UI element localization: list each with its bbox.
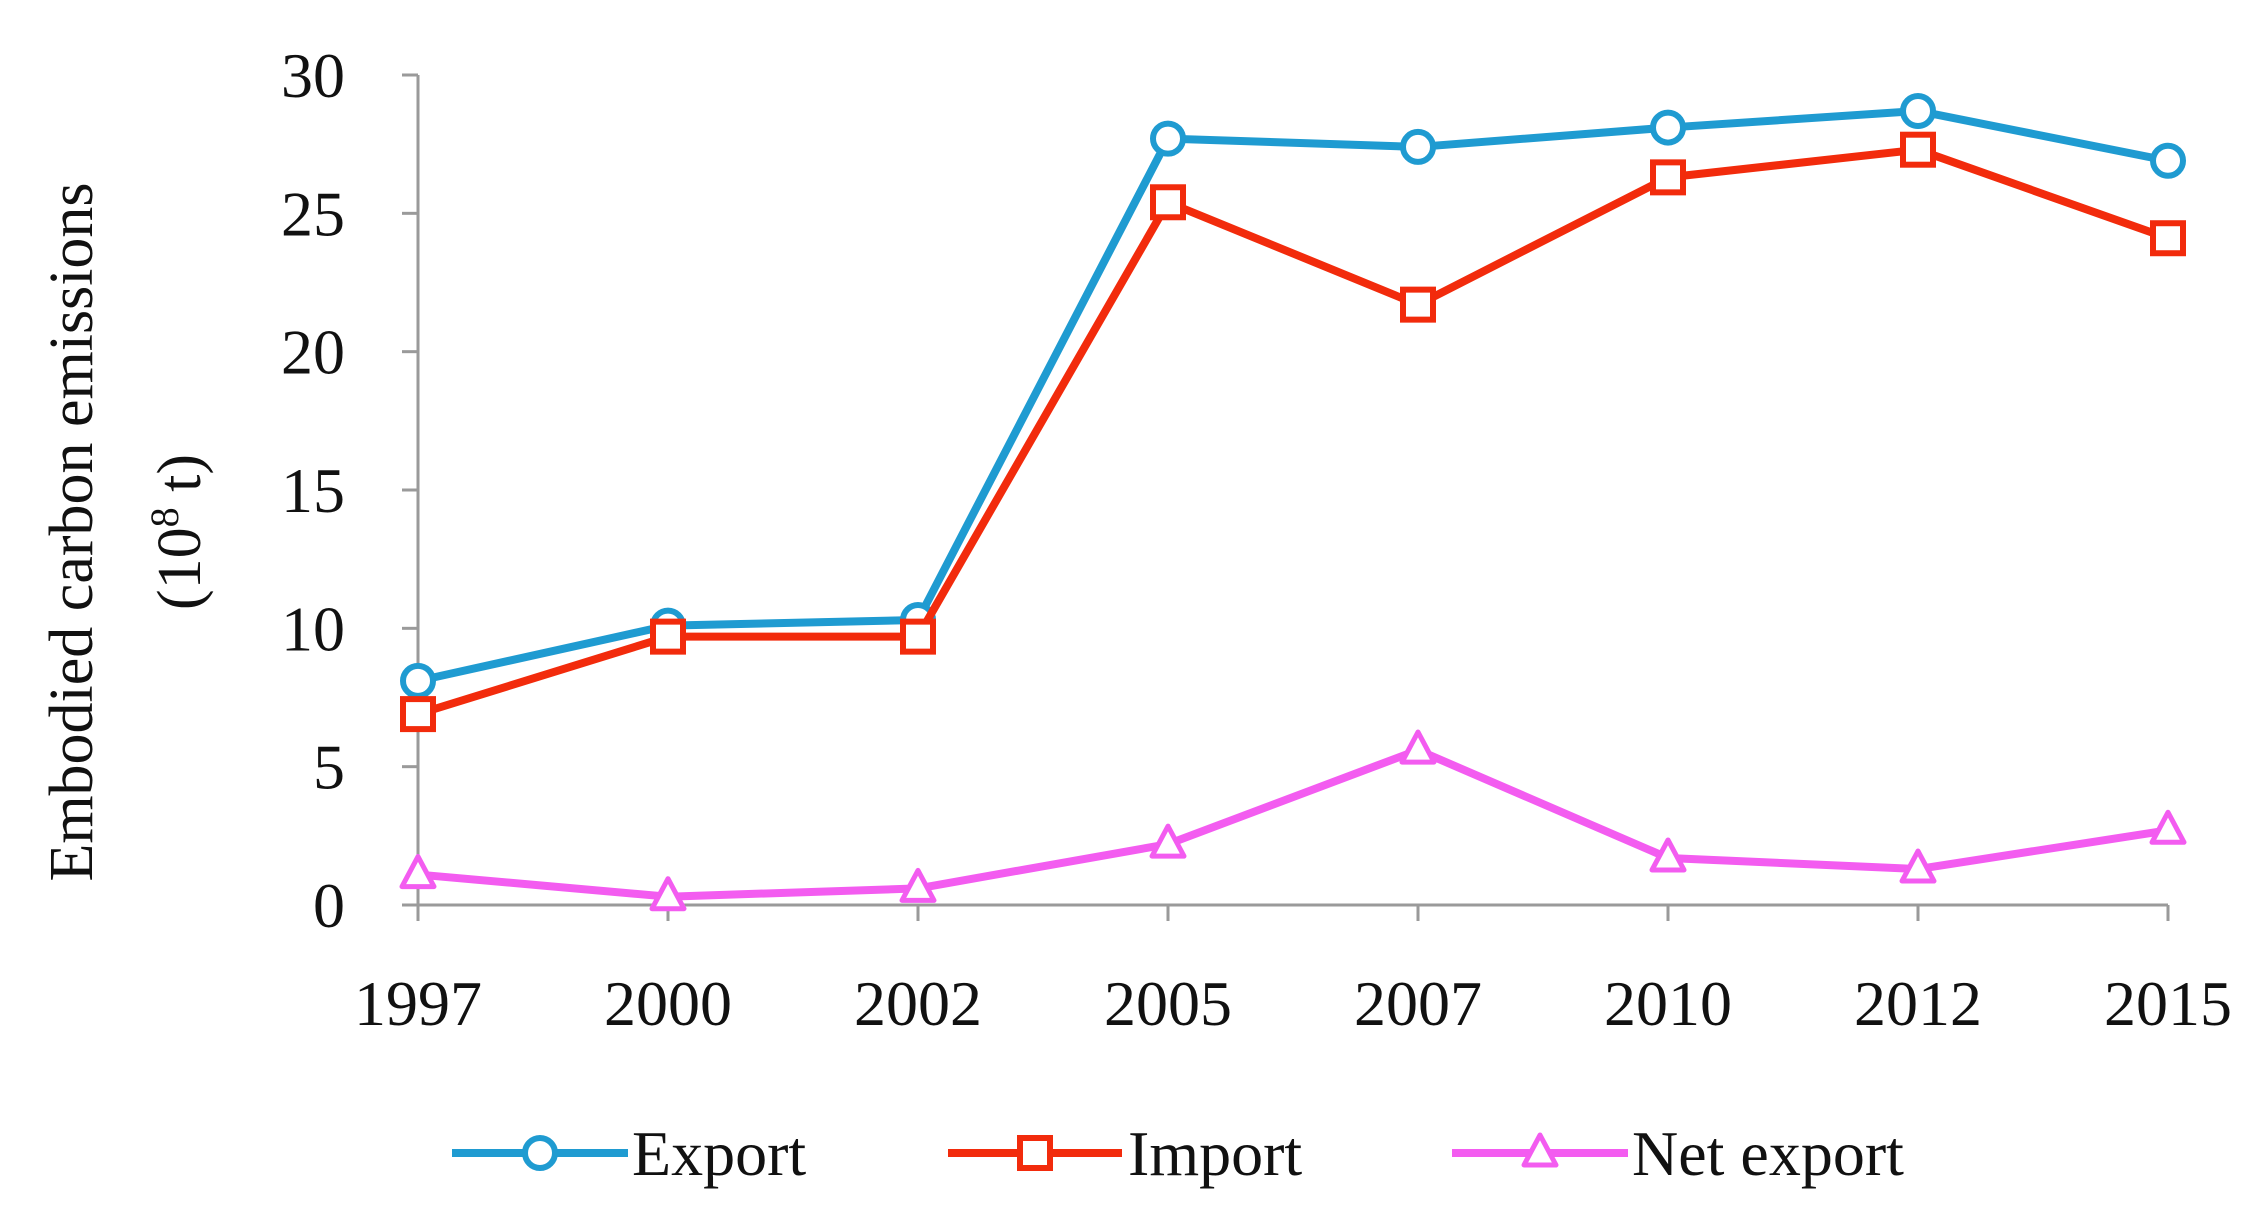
y-axis-unit-exponent: 8 (142, 507, 187, 527)
y-tick-label: 20 (281, 317, 345, 388)
data-point-export (1900, 92, 1936, 129)
legend-item-import: Import (948, 1118, 1302, 1189)
data-point-net-export (649, 876, 687, 912)
y-axis-title: Embodied carbon emissions (108 t) (38, 182, 214, 881)
legend-item-export: Export (452, 1118, 806, 1189)
y-axis-unit-suffix: t) (146, 454, 214, 507)
legend-label: Import (1128, 1118, 1302, 1189)
x-tick-label: 2010 (1604, 968, 1732, 1039)
data-point-net-export (399, 854, 437, 890)
x-tick-label: 2007 (1354, 968, 1482, 1039)
y-axis-title-line1: Embodied carbon emissions (38, 182, 106, 881)
series-import (400, 131, 2186, 733)
data-point-import (1150, 184, 1186, 221)
data-point-export (1400, 128, 1436, 165)
y-tick-label: 10 (281, 593, 345, 664)
y-tick-label: 25 (281, 178, 345, 249)
x-tick-label: 2000 (604, 968, 732, 1039)
data-point-net-export (1899, 848, 1937, 884)
data-point-export (1650, 109, 1686, 146)
y-tick-label: 15 (281, 455, 345, 526)
data-point-import (1400, 286, 1436, 323)
data-point-import (1650, 159, 1686, 196)
legend: Export Import Net export (452, 1118, 1904, 1189)
legend-swatch-marker (1017, 1135, 1053, 1171)
series-export (400, 92, 2186, 699)
data-point-import (650, 618, 686, 655)
legend-swatch-marker (522, 1135, 558, 1171)
series-line-export (414, 106, 2172, 685)
y-ticks: 0 5 10 15 20 25 30 (281, 40, 418, 941)
y-tick-label: 0 (313, 870, 345, 941)
data-point-export (2150, 142, 2186, 179)
legend-swatch-marker (1521, 1132, 1559, 1168)
legend-label: Export (632, 1118, 806, 1189)
x-tick-label: 2005 (1104, 968, 1232, 1039)
data-point-net-export (899, 867, 937, 903)
y-axis-unit-prefix: (10 (146, 527, 214, 610)
data-point-export (400, 662, 436, 699)
legend-item-net-export: Net export (1452, 1118, 1904, 1189)
legend-label: Net export (1632, 1118, 1904, 1189)
x-ticks: 1997 2000 2002 2005 2007 2010 2012 2015 (354, 905, 2232, 1039)
x-tick-label: 2015 (2104, 968, 2232, 1039)
y-tick-label: 5 (313, 732, 345, 803)
y-axis-title-line2: (108 t) (142, 454, 215, 610)
y-tick-label: 30 (281, 40, 345, 111)
data-point-net-export (1399, 729, 1437, 765)
series-line-import (414, 145, 2172, 719)
series-net-export (399, 729, 2187, 912)
x-tick-label: 2002 (854, 968, 982, 1039)
series-line-net-export (414, 746, 2172, 901)
axes (416, 75, 2168, 907)
x-tick-label: 1997 (354, 968, 482, 1039)
series-layer (399, 92, 2187, 912)
data-point-net-export (2149, 809, 2187, 845)
data-point-import (1900, 131, 1936, 168)
data-point-import (900, 618, 936, 655)
data-point-net-export (1649, 837, 1687, 873)
data-point-net-export (1149, 823, 1187, 859)
data-point-import (2150, 220, 2186, 257)
data-point-export (1150, 120, 1186, 157)
data-point-import (400, 696, 436, 733)
x-tick-label: 2012 (1854, 968, 1982, 1039)
